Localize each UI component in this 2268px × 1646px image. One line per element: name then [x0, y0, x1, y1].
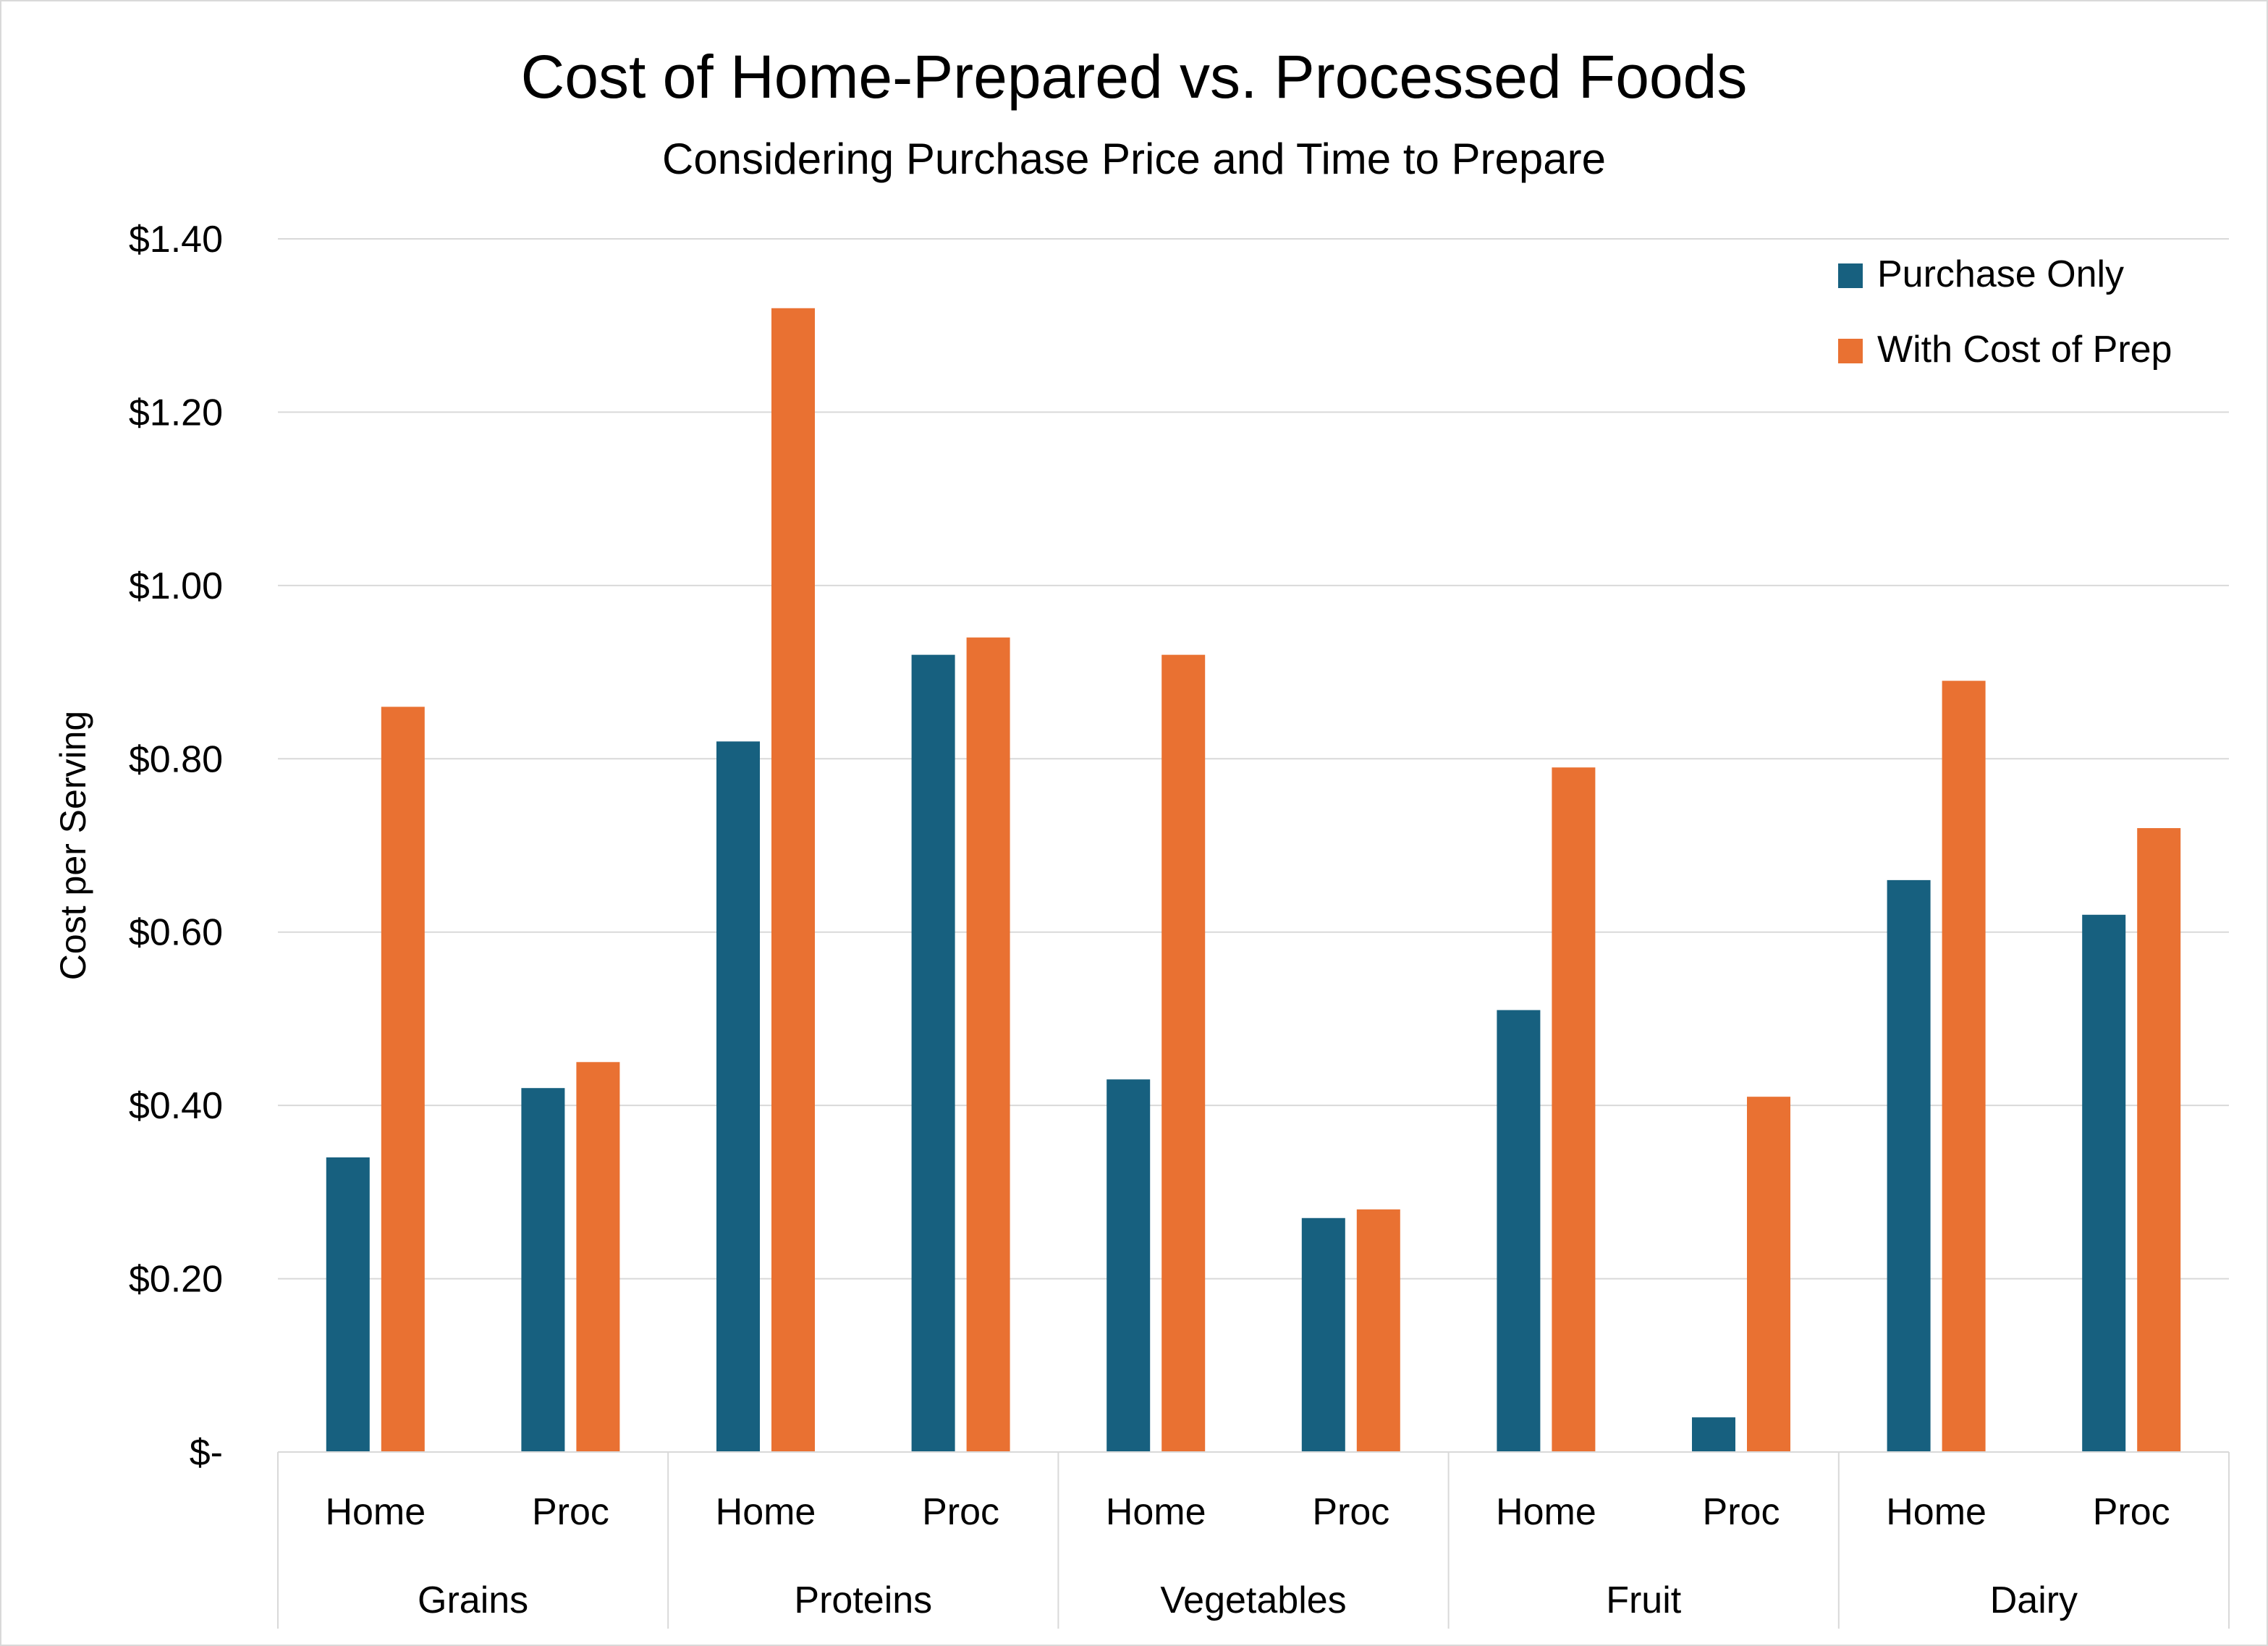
legend: Purchase Only With Cost of Prep — [1838, 253, 2172, 371]
x-group-label: Grains — [418, 1579, 528, 1621]
y-tick-label: $- — [190, 1432, 223, 1474]
x-tick-label: Home — [1886, 1491, 1986, 1533]
x-axis: Home Proc Home Proc Home Proc Home Proc Home Proc… — [277, 1451, 2230, 1629]
x-tick-label: Home — [325, 1491, 426, 1533]
bars — [326, 308, 2181, 1452]
bar-purchase-only — [1497, 1010, 1541, 1452]
bar-with-cost-of-prep — [771, 308, 815, 1452]
bar-purchase-only — [716, 741, 760, 1452]
bar-purchase-only — [2082, 914, 2126, 1452]
chart-title: Cost of Home-Prepared vs. Processed Food… — [521, 43, 1748, 111]
x-tick-label: Home — [1496, 1491, 1596, 1533]
bar-purchase-only — [1692, 1417, 1735, 1452]
y-axis-ticks: $- $0.20 $0.40 $0.60 $0.80 $1.00 $1.20 $1.40 — [129, 219, 223, 1474]
bar-with-cost-of-prep — [576, 1062, 620, 1452]
y-tick-label: $0.40 — [129, 1085, 223, 1127]
bar-purchase-only — [1301, 1217, 1345, 1452]
y-tick-label: $1.40 — [129, 219, 223, 261]
x-group-label: Proteins — [794, 1579, 932, 1621]
chart-subtitle: Considering Purchase Price and Time to P… — [662, 135, 1606, 183]
bar-with-cost-of-prep — [1161, 654, 1206, 1452]
x-group-label: Fruit — [1606, 1579, 1682, 1621]
y-tick-label: $1.20 — [129, 392, 223, 434]
x-tick-label: Proc — [1703, 1491, 1780, 1533]
y-axis-label: Cost per Serving — [53, 711, 93, 980]
x-tick-label: Proc — [532, 1491, 609, 1533]
x-group-label: Dairy — [1990, 1579, 2078, 1621]
x-tick-label: Proc — [1312, 1491, 1389, 1533]
bar-purchase-only — [326, 1157, 370, 1452]
x-tick-label: Home — [716, 1491, 816, 1533]
legend-label: With Cost of Prep — [1877, 329, 2172, 371]
bar-with-cost-of-prep — [966, 637, 1010, 1452]
bar-with-cost-of-prep — [1552, 767, 1596, 1452]
bar-with-cost-of-prep — [1747, 1097, 1790, 1452]
y-tick-label: $0.20 — [129, 1259, 223, 1301]
bar-purchase-only — [1887, 879, 1931, 1452]
legend-label: Purchase Only — [1877, 253, 2124, 295]
y-tick-label: $0.80 — [129, 738, 223, 780]
bar-purchase-only — [521, 1088, 565, 1452]
x-group-label: Vegetables — [1160, 1579, 1346, 1621]
x-tick-label: Home — [1106, 1491, 1206, 1533]
bar-purchase-only — [1107, 1079, 1151, 1452]
bar-with-cost-of-prep — [1942, 680, 1986, 1452]
x-tick-label: Proc — [922, 1491, 999, 1533]
y-tick-label: $1.00 — [129, 565, 223, 607]
legend-swatch — [1838, 263, 1863, 288]
bar-with-cost-of-prep — [2137, 828, 2181, 1452]
x-tick-label: Proc — [2093, 1491, 2170, 1533]
legend-swatch — [1838, 339, 1863, 363]
y-tick-label: $0.60 — [129, 912, 223, 954]
bar-with-cost-of-prep — [381, 706, 425, 1452]
bar-purchase-only — [911, 654, 955, 1452]
bar-with-cost-of-prep — [1356, 1209, 1400, 1452]
